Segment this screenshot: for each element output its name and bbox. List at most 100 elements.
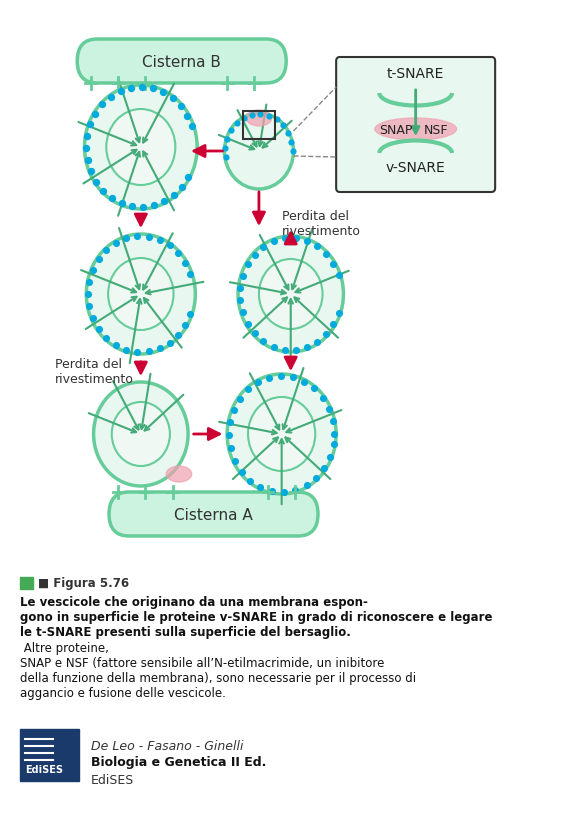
Point bbox=[231, 455, 240, 468]
Point bbox=[106, 91, 115, 104]
Text: Cisterna B: Cisterna B bbox=[142, 55, 221, 70]
Text: Perdita del
rivestimento: Perdita del rivestimento bbox=[281, 209, 360, 238]
Point bbox=[177, 181, 186, 194]
FancyArrowPatch shape bbox=[194, 147, 223, 157]
Point bbox=[225, 416, 234, 430]
Ellipse shape bbox=[246, 111, 272, 127]
Point bbox=[325, 450, 334, 464]
Point bbox=[276, 370, 285, 383]
Point bbox=[235, 392, 244, 406]
Point bbox=[318, 392, 327, 405]
Point bbox=[226, 442, 235, 455]
Point bbox=[299, 375, 308, 388]
Point bbox=[86, 166, 95, 179]
Point bbox=[264, 372, 273, 385]
Point bbox=[259, 335, 268, 349]
Point bbox=[280, 233, 289, 246]
Point bbox=[133, 230, 142, 243]
Point bbox=[284, 128, 293, 141]
Point bbox=[116, 85, 125, 99]
Point bbox=[269, 235, 278, 248]
Point bbox=[169, 189, 178, 202]
Point bbox=[324, 402, 333, 416]
Point bbox=[82, 142, 91, 155]
Point bbox=[159, 86, 168, 99]
Circle shape bbox=[224, 114, 293, 190]
FancyBboxPatch shape bbox=[336, 58, 495, 193]
Point bbox=[292, 233, 301, 246]
Point bbox=[313, 240, 322, 253]
Point bbox=[155, 342, 164, 355]
Circle shape bbox=[106, 110, 175, 185]
Point bbox=[291, 484, 300, 497]
Circle shape bbox=[108, 258, 173, 330]
Text: Altre proteine,
SNAP e NSF (fattore sensibile all’N-etilmacrimide, un inibitore
: Altre proteine, SNAP e NSF (fattore sens… bbox=[20, 641, 416, 699]
Point bbox=[183, 110, 192, 123]
Point bbox=[264, 110, 273, 123]
FancyArrowPatch shape bbox=[194, 429, 219, 440]
Point bbox=[92, 176, 101, 189]
Point bbox=[221, 142, 230, 156]
Point bbox=[243, 318, 252, 331]
Bar bbox=[242, 112, 275, 140]
Point bbox=[238, 270, 247, 283]
FancyArrowPatch shape bbox=[135, 214, 146, 226]
Point bbox=[328, 415, 337, 428]
Point bbox=[91, 108, 100, 121]
Point bbox=[118, 197, 127, 210]
Point bbox=[223, 133, 232, 147]
Point bbox=[250, 327, 259, 340]
Point bbox=[256, 481, 265, 494]
Point bbox=[256, 108, 265, 122]
Point bbox=[94, 323, 103, 336]
Text: NSF: NSF bbox=[423, 123, 448, 137]
Point bbox=[322, 248, 331, 262]
Bar bbox=[20, 577, 33, 590]
Point bbox=[227, 124, 236, 137]
FancyArrowPatch shape bbox=[285, 233, 296, 245]
Text: Perdita del
rivestimento: Perdita del rivestimento bbox=[54, 358, 133, 386]
Point bbox=[288, 371, 297, 384]
Point bbox=[322, 328, 331, 341]
Point bbox=[243, 258, 252, 272]
Text: v-SNARE: v-SNARE bbox=[386, 161, 446, 175]
Point bbox=[174, 329, 183, 342]
Point bbox=[85, 301, 94, 314]
Circle shape bbox=[238, 237, 344, 353]
Point bbox=[94, 253, 103, 267]
Point bbox=[329, 318, 338, 331]
FancyArrowPatch shape bbox=[135, 363, 146, 373]
Point bbox=[221, 152, 231, 165]
Point bbox=[288, 145, 297, 158]
Text: EdiSES: EdiSES bbox=[25, 764, 63, 774]
FancyBboxPatch shape bbox=[109, 493, 318, 537]
Point bbox=[259, 241, 268, 254]
Point bbox=[238, 306, 247, 320]
Circle shape bbox=[112, 402, 170, 466]
Point bbox=[139, 201, 148, 214]
Point bbox=[165, 239, 174, 253]
Text: Le vescicole che originano da una membrana espon-
gono in superficie le proteine: Le vescicole che originano da una membra… bbox=[20, 595, 493, 638]
Point bbox=[128, 200, 137, 214]
Point bbox=[329, 258, 338, 271]
Point bbox=[292, 344, 301, 357]
Point bbox=[236, 294, 245, 307]
Point bbox=[174, 248, 183, 261]
Circle shape bbox=[259, 260, 323, 330]
Point bbox=[334, 307, 343, 320]
Point bbox=[232, 118, 241, 131]
Text: Biologia e Genetica II Ed.: Biologia e Genetica II Ed. bbox=[91, 755, 266, 768]
Text: EdiSES: EdiSES bbox=[91, 773, 134, 786]
Point bbox=[287, 136, 296, 149]
Point bbox=[148, 83, 157, 96]
Point bbox=[224, 430, 233, 443]
Point bbox=[107, 192, 116, 205]
Point bbox=[168, 93, 177, 106]
Point bbox=[98, 99, 107, 112]
Point bbox=[102, 244, 111, 258]
Ellipse shape bbox=[375, 119, 457, 141]
Text: Cisterna A: Cisterna A bbox=[174, 507, 253, 522]
Circle shape bbox=[85, 86, 197, 209]
Text: De Leo - Fasano - Ginelli: De Leo - Fasano - Ginelli bbox=[91, 739, 244, 752]
FancyBboxPatch shape bbox=[77, 40, 286, 84]
